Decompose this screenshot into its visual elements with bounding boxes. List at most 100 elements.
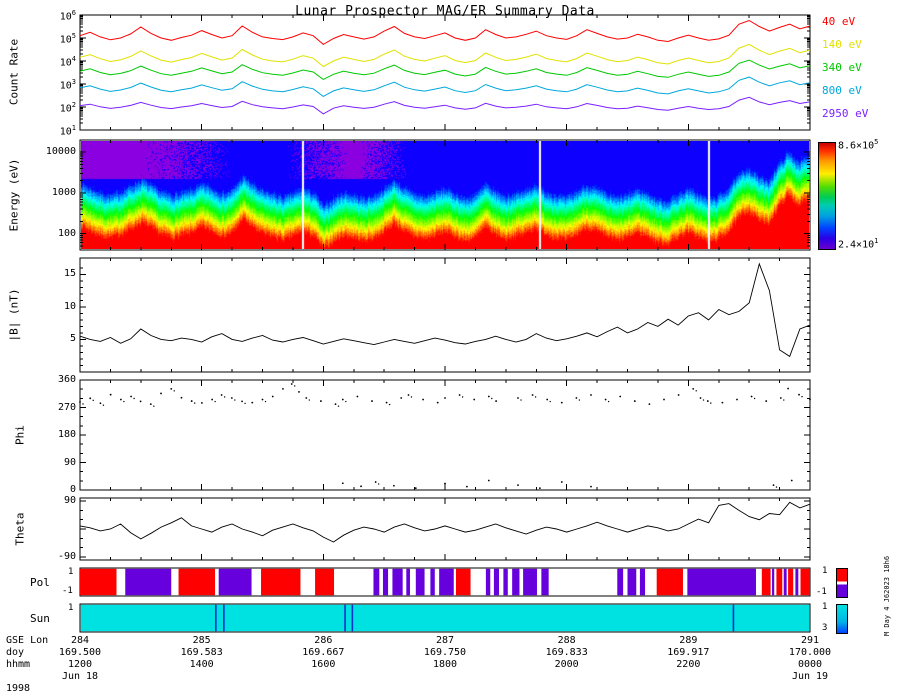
count-rate-line-40eV — [80, 21, 810, 45]
phi-point — [224, 396, 225, 397]
phi-point — [282, 388, 284, 390]
phi-point — [608, 401, 609, 402]
xtick-doy: 169.833 — [527, 648, 607, 658]
count-rate-ytick: 104 — [28, 56, 76, 68]
plot-timestamp: M Day 4 J62023 18h6 — [884, 556, 891, 636]
phi-point — [133, 398, 134, 399]
bmag-ytick: 15 — [28, 269, 76, 279]
pol-segment — [541, 569, 548, 595]
pol-segment — [503, 569, 507, 595]
phi-point — [590, 486, 592, 488]
xrow-label-year: 1998 — [6, 684, 30, 694]
count-rate-line-2950eV — [80, 97, 810, 114]
phi-point — [707, 400, 709, 402]
phi-point — [561, 402, 563, 404]
phi-point — [754, 398, 755, 399]
sun-event-line — [344, 605, 346, 631]
xtick-doy: 169.667 — [283, 648, 363, 658]
phi-point — [444, 483, 446, 485]
phi-point — [491, 398, 492, 399]
count-rate-ytick: 103 — [28, 79, 76, 91]
panel-frame-phi — [80, 380, 810, 490]
xtick-gselon: 286 — [283, 636, 363, 646]
legend-entry-140eV: 140 eV — [822, 39, 862, 50]
phi-point — [703, 399, 704, 400]
phi-point — [535, 396, 536, 397]
pol-segment — [406, 569, 410, 595]
date-right-label: Jun 19 — [770, 672, 850, 682]
phi-point — [722, 402, 724, 404]
phi-point — [298, 391, 300, 393]
pol-segment — [80, 569, 117, 595]
energy-ytick: 100 — [28, 229, 76, 239]
phi-point — [605, 399, 607, 401]
date-left-label: Jun 18 — [40, 672, 120, 682]
phi-point — [462, 396, 463, 397]
phi-point — [79, 401, 81, 403]
xrow-label-doy: doy — [6, 648, 24, 658]
bmag-line — [80, 264, 810, 357]
phi-point — [634, 400, 636, 402]
energy-axis-title: Energy (eV) — [8, 159, 21, 232]
phi-point — [520, 399, 521, 400]
lunar-prospector-summary-figure: Lunar Prospector MAG/ER Summary Data Cou… — [0, 0, 900, 700]
pol-segment — [617, 569, 623, 595]
phi-point — [579, 399, 580, 400]
phi-point — [801, 396, 802, 397]
phi-point — [459, 394, 461, 396]
phi-point — [241, 400, 243, 402]
theta-axis-title: Theta — [14, 512, 27, 545]
phi-point — [342, 399, 344, 401]
phi-point — [422, 399, 424, 401]
pol-segment — [628, 569, 637, 595]
phi-point — [103, 405, 104, 406]
phi-point — [342, 482, 344, 484]
phi-point — [89, 397, 91, 399]
sun-strip-label: Sun — [30, 612, 50, 625]
xtick-doy: 170.000 — [770, 648, 850, 658]
phi-point — [678, 394, 680, 396]
phi-point — [692, 388, 694, 390]
spectrogram-colorbar — [818, 142, 836, 250]
sun-cbar-top-label: 1 — [822, 603, 827, 612]
phi-point — [130, 396, 132, 398]
phi-point — [160, 393, 162, 395]
pol-segment — [261, 569, 300, 595]
sun-event-line — [352, 605, 354, 631]
phi-point — [309, 399, 310, 400]
xtick-doy: 169.500 — [40, 648, 120, 658]
count-rate-ytick: 101 — [28, 125, 76, 137]
sun-event-line — [733, 605, 735, 631]
phi-point — [780, 397, 782, 399]
pol-segment — [430, 569, 434, 595]
bmag-ytick: 10 — [28, 302, 76, 312]
phi-point — [262, 399, 264, 401]
phi-point — [700, 397, 702, 399]
xtick-gselon: 285 — [162, 636, 242, 646]
phi-point — [123, 401, 124, 402]
colorbar-min-label: 2.4×101 — [838, 238, 878, 250]
phi-point — [335, 403, 337, 405]
phi-point — [619, 396, 621, 398]
pol-segment — [179, 569, 216, 595]
colorbar-max-label: 8.6×105 — [838, 139, 878, 151]
count-rate-line-140eV — [80, 44, 810, 66]
phi-point — [798, 394, 800, 396]
bmag-ytick: 5 — [28, 334, 76, 344]
xtick-hhmm: 1400 — [162, 660, 242, 670]
pol-segment — [687, 569, 756, 595]
legend-entry-2950eV: 2950 eV — [822, 108, 868, 119]
pol-segment — [416, 569, 425, 595]
xtick-hhmm: 1800 — [405, 660, 485, 670]
phi-point — [234, 399, 235, 400]
phi-point — [201, 402, 203, 404]
phi-point — [408, 394, 410, 396]
phi-point — [495, 400, 497, 402]
sun-event-line — [223, 605, 225, 631]
sun-event-line — [215, 605, 217, 631]
pol-segment — [392, 569, 402, 595]
count-rate-ytick: 102 — [28, 102, 76, 114]
phi-point — [532, 394, 534, 396]
energy-ytick: 1000 — [28, 188, 76, 198]
pol-segment — [439, 569, 454, 595]
